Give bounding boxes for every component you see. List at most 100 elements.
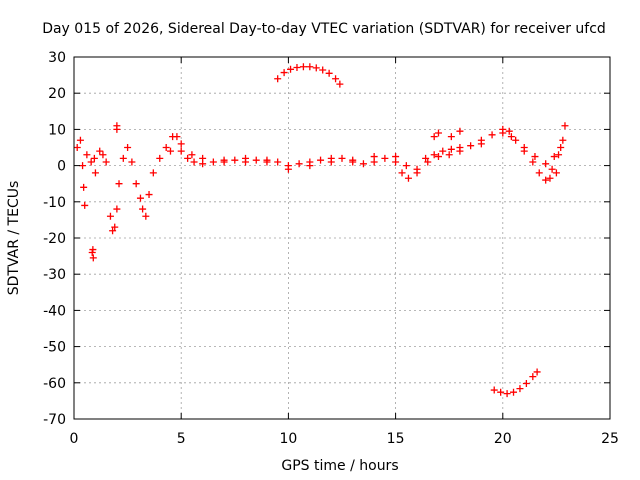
grid [74,57,610,419]
data-points [73,63,569,398]
y-tick-label: -70 [43,412,66,428]
data-point [220,156,228,164]
data-point [557,144,565,151]
data-point [109,227,117,235]
y-tick-label: -40 [43,303,66,319]
data-point [490,386,498,394]
data-point [231,156,239,164]
data-point [522,380,530,388]
data-point [319,66,327,74]
data-point [83,151,91,159]
data-point [136,194,144,202]
data-point [87,158,95,166]
data-point [115,180,123,188]
data-point [312,64,320,72]
data-point [381,154,389,162]
data-point [404,174,412,182]
data-point [422,154,430,162]
y-tick-label: 20 [48,86,66,102]
data-point [306,63,314,71]
x-tick-label: 10 [279,431,297,447]
data-point [370,153,378,161]
y-tick-label: -20 [43,231,66,247]
data-point [467,142,475,150]
data-point [145,191,153,199]
data-point [548,165,556,173]
data-point [293,63,301,71]
data-point [398,169,406,177]
data-point [177,140,185,148]
data-point [555,151,563,159]
y-tick-label: -50 [43,340,66,356]
data-point [274,75,282,83]
data-point [550,153,558,161]
series-upper-band [166,129,565,173]
data-point [173,133,181,141]
data-point [299,63,307,71]
data-point [510,388,518,396]
data-point [284,165,292,173]
data-point [142,212,150,220]
data-point [424,158,432,166]
data-point [132,180,140,188]
y-tick-label: 0 [57,159,66,175]
data-point [531,153,539,161]
data-point [542,176,550,184]
data-point [199,154,207,162]
data-point [520,144,528,151]
data-point [166,147,174,155]
series-short-arc-low [490,368,541,398]
data-point [188,151,196,159]
data-point [242,158,250,166]
x-tick-label: 5 [177,431,186,447]
data-point [338,154,346,162]
data-point [507,133,515,141]
data-point [209,158,217,166]
data-point [96,147,104,155]
data-point [295,160,303,168]
data-point [90,154,98,162]
y-tick-label: 10 [48,122,66,138]
data-point [274,158,282,166]
axis-ticks: 0 5 10 15 20 25 30 20 10 0 -10 -20 -30 -40 -50 -60 -70 [43,50,619,447]
y-axis-label: SDTVAR / TECUs [6,181,22,296]
data-point [80,183,88,191]
data-point [306,162,314,170]
data-point [529,373,537,381]
data-point [456,127,464,135]
x-tick-label: 0 [70,431,79,447]
data-point [535,169,543,177]
data-point [128,158,136,166]
data-point [497,388,505,396]
data-point [430,151,438,159]
data-point [336,80,344,88]
data-point [477,140,485,148]
data-point [505,127,513,135]
series-main-band [73,122,569,235]
data-point [327,158,335,166]
data-point [533,368,541,376]
data-point [287,65,295,73]
data-point [177,147,185,155]
chart-title: Day 015 of 2026, Sidereal Day-to-day VTE… [42,21,606,37]
x-tick-label: 15 [387,431,405,447]
data-point [113,122,121,130]
data-point [402,162,410,170]
data-point [89,254,97,262]
data-point [499,129,507,137]
data-point [552,169,560,177]
data-point [447,133,455,141]
data-point [73,144,81,151]
data-point [434,153,442,161]
x-tick-label: 20 [494,431,512,447]
x-axis-label: GPS time / hours [281,458,398,474]
data-point [434,129,442,137]
data-point [139,205,147,213]
data-point [263,158,271,166]
y-tick-label: 30 [48,50,66,66]
y-tick-label: -30 [43,267,66,283]
data-point [349,156,357,164]
data-point [561,122,569,130]
data-point [516,385,524,393]
